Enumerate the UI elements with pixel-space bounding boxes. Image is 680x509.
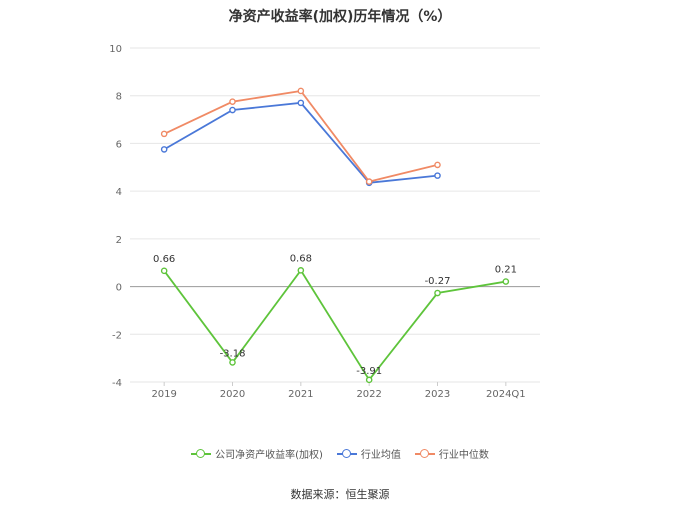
data-label: -3.91 bbox=[356, 366, 382, 377]
legend: 公司净资产收益率(加权) 行业均值 行业中位数 bbox=[0, 446, 680, 461]
y-tick-label: 2 bbox=[116, 235, 122, 246]
data-point bbox=[297, 87, 305, 95]
y-tick-label: 4 bbox=[116, 187, 122, 198]
x-tick-label: 2022 bbox=[356, 389, 381, 400]
line-chart: -4 -2 0 2 4 6 8 10 2019 2020 2021 2022 2023 2024Q1 0… bbox=[109, 44, 540, 400]
legend-label: 行业均值 bbox=[360, 450, 401, 461]
data-label: -3.18 bbox=[220, 348, 246, 359]
legend-item[interactable]: 行业中位数 bbox=[414, 446, 489, 461]
y-tick-label: 10 bbox=[109, 44, 122, 55]
data-point bbox=[297, 267, 305, 274]
legend-label: 行业中位数 bbox=[438, 450, 489, 461]
grid-lines bbox=[130, 47, 540, 383]
legend-item[interactable]: 公司净资产收益率(加权) bbox=[191, 446, 323, 461]
x-tick-label: 2023 bbox=[425, 389, 450, 400]
data-point bbox=[365, 178, 373, 185]
data-labels: 0.66 -3.18 0.68 -3.91 -0.27 0.21 bbox=[153, 253, 517, 377]
series-line bbox=[163, 268, 506, 382]
data-label: 0.68 bbox=[290, 253, 312, 264]
legend-marker-icon bbox=[414, 448, 435, 460]
y-tick-label: 0 bbox=[116, 283, 122, 294]
y-tick-label: -2 bbox=[112, 330, 122, 341]
y-tick-label: -4 bbox=[112, 378, 122, 389]
x-axis-ticks: 2019 2020 2021 2022 2023 2024Q1 bbox=[151, 382, 526, 400]
x-tick-label: 2019 bbox=[151, 389, 176, 400]
data-point bbox=[229, 106, 236, 114]
legend-label: 公司净资产收益率(加权) bbox=[215, 450, 323, 461]
data-point bbox=[160, 130, 168, 138]
legend-item[interactable]: 行业均值 bbox=[336, 446, 401, 461]
y-tick-label: 8 bbox=[116, 92, 122, 103]
y-axis-ticks: -4 -2 0 2 4 6 8 10 bbox=[109, 44, 122, 389]
data-point bbox=[229, 359, 236, 366]
data-point bbox=[160, 267, 168, 275]
series-group bbox=[160, 87, 510, 384]
data-point bbox=[434, 172, 441, 179]
x-tick-label: 2021 bbox=[288, 389, 313, 400]
data-label: 0.21 bbox=[495, 265, 517, 276]
data-point bbox=[229, 98, 236, 105]
legend-marker-icon bbox=[191, 448, 212, 460]
data-point bbox=[297, 99, 305, 107]
data-label: -0.27 bbox=[425, 276, 451, 287]
chart-title: 净资产收益率(加权)历年情况（%） bbox=[228, 9, 452, 25]
legend-marker-icon bbox=[336, 448, 357, 460]
data-point bbox=[502, 278, 510, 285]
data-label: 0.66 bbox=[153, 254, 175, 265]
data-point bbox=[160, 146, 168, 153]
x-tick-label: 2020 bbox=[220, 389, 245, 400]
y-tick-label: 6 bbox=[116, 139, 122, 150]
data-point bbox=[365, 376, 373, 384]
data-source: 数据来源：恒生聚源 bbox=[290, 488, 390, 501]
x-tick-label: 2024Q1 bbox=[486, 389, 526, 400]
data-point bbox=[434, 289, 441, 297]
data-point bbox=[434, 161, 441, 169]
